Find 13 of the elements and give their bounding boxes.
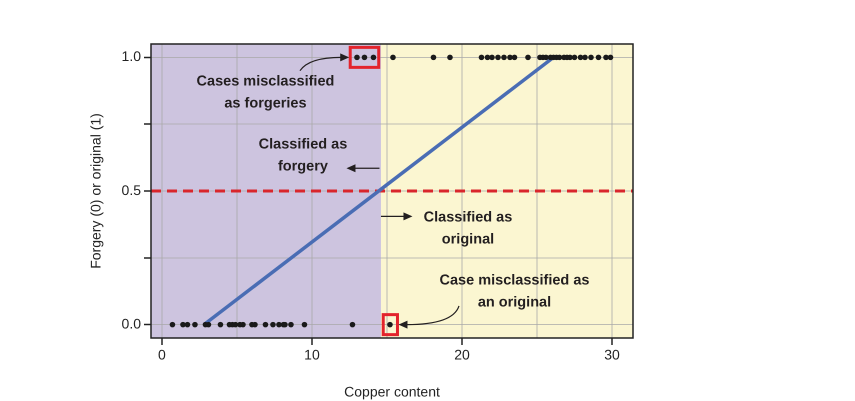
x-tick-label: 10 <box>304 346 320 362</box>
annotation: Cases misclassified as forgeries <box>196 73 334 112</box>
annotation: Case misclassified as an original <box>440 272 590 311</box>
y-axis-title: Forgery (0) or original (1) <box>87 113 104 269</box>
y-tick-label: 0.5 <box>122 182 142 198</box>
x-tick-label: 0 <box>158 346 166 362</box>
annotation: Classified as forgery <box>258 136 348 174</box>
x-axis-title: Copper content <box>344 383 440 400</box>
annotation: Classified as original <box>424 210 512 248</box>
x-tick-label: 30 <box>604 346 620 362</box>
x-tick-label: 20 <box>454 346 470 362</box>
y-tick-label: 1.0 <box>122 48 142 64</box>
y-tick-label: 0.0 <box>122 315 142 332</box>
